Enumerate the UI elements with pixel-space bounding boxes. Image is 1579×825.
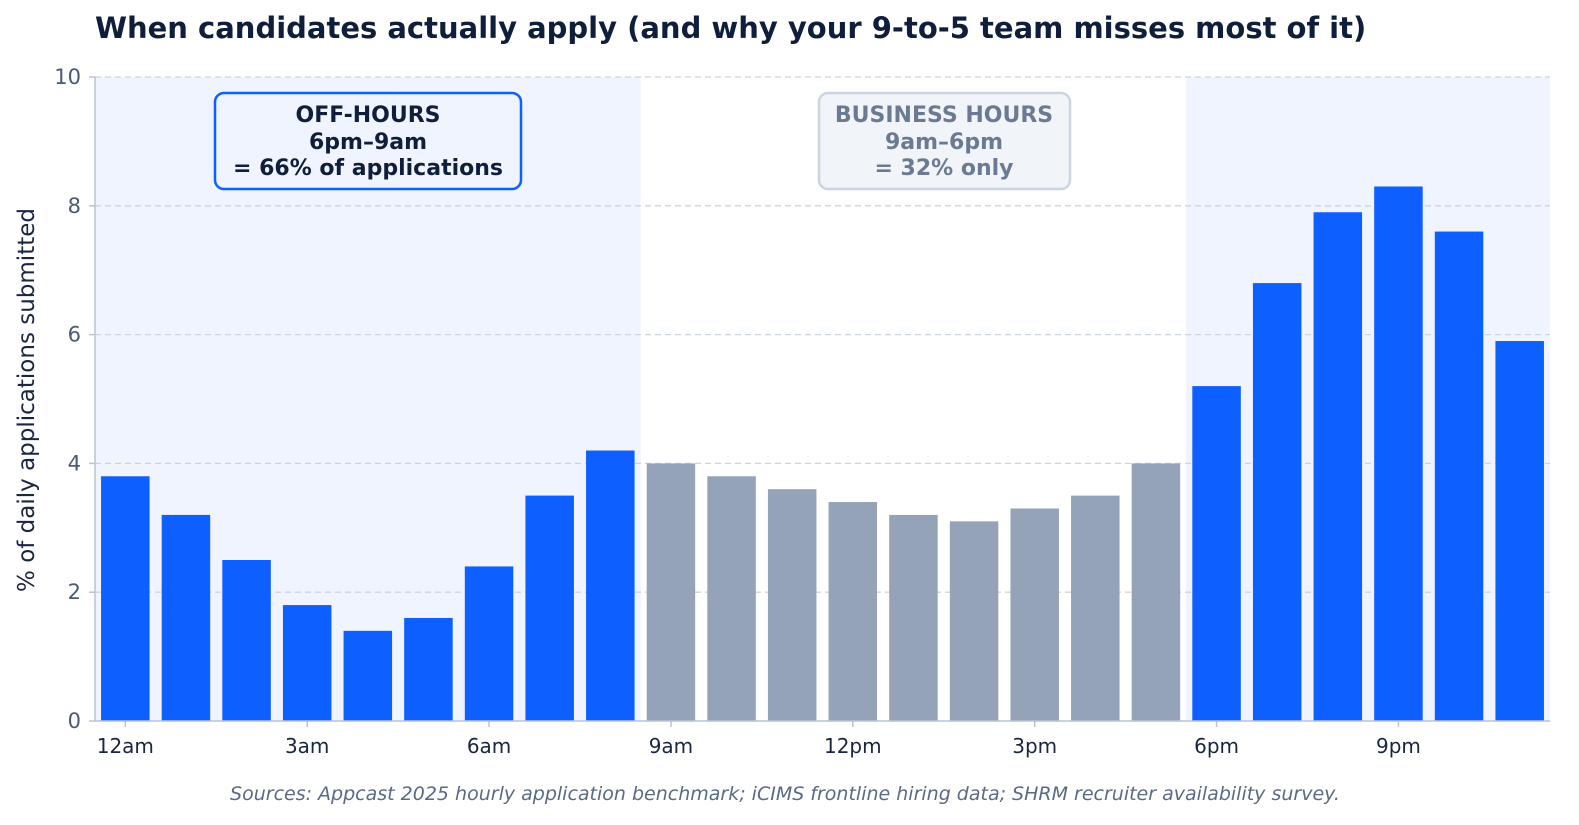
bar-off-hours [404, 617, 453, 721]
x-tick-label: 6pm [1194, 734, 1239, 758]
bar-off-hours [1495, 341, 1544, 721]
bar-off-hours [282, 605, 332, 721]
off-hours-box [213, 91, 523, 191]
business-hours-annotation: BUSINESS HOURS 9am–6pm = 32% only [817, 91, 1072, 191]
y-tick-label: 4 [68, 451, 81, 475]
x-tick-label: 9am [649, 734, 693, 758]
y-tick-labels: 0 2 4 6 8 10 [54, 65, 81, 733]
business-hours-box [817, 91, 1072, 191]
x-tick-label: 12am [97, 734, 154, 758]
business-hours-line-3: = 32% only [874, 156, 1013, 181]
bar-business-hours [767, 489, 817, 721]
bar-series [101, 186, 1544, 722]
x-tick-label: 6am [467, 734, 511, 758]
bar-business-hours [828, 502, 878, 721]
x-tick-labels: 12am 3am 6am 9am 12pm 3pm 6pm 9pm [97, 734, 1421, 758]
off-hours-shade-late [1186, 77, 1550, 721]
bar-business-hours [949, 521, 999, 721]
x-tick-label: 3am [285, 734, 329, 758]
chart-title: When candidates actually apply (and why … [95, 11, 1366, 45]
x-tick-label: 3pm [1012, 734, 1057, 758]
bar-off-hours [1374, 186, 1423, 722]
bar-off-hours [1434, 231, 1484, 721]
source-note: Sources: Appcast 2025 hourly application… [230, 783, 1340, 805]
bar-off-hours [161, 514, 211, 721]
bar-off-hours [222, 560, 271, 721]
off-hours-line-2: 6pm–9am [309, 130, 427, 155]
y-tick-label: 8 [68, 194, 81, 218]
bar-business-hours [1010, 508, 1059, 721]
bar-off-hours [525, 495, 574, 721]
bar-off-hours [343, 630, 393, 721]
bar-business-hours [1071, 495, 1120, 721]
off-hours-annotation: OFF-HOURS 6pm–9am = 66% of applications [213, 91, 523, 191]
x-tick-label: 12pm [824, 734, 882, 758]
bar-business-hours [646, 463, 696, 721]
y-tick-label: 10 [54, 65, 81, 89]
bar-off-hours [464, 566, 514, 721]
bar-off-hours [1192, 386, 1241, 721]
bar-business-hours [1131, 463, 1181, 721]
y-tick-label: 6 [68, 323, 81, 347]
off-hours-line-3: = 66% of applications [233, 156, 503, 181]
bar-off-hours [1252, 283, 1302, 721]
bar-off-hours [586, 450, 635, 721]
bar-business-hours [889, 514, 938, 721]
off-hours-line-1: OFF-HOURS [296, 103, 441, 128]
y-axis-label: % of daily applications submitted [14, 208, 40, 592]
axes [89, 76, 1550, 727]
y-tick-label: 0 [68, 709, 81, 733]
bar-off-hours [101, 476, 150, 721]
business-hours-line-2: 9am–6pm [885, 130, 1003, 155]
gridlines [95, 76, 1550, 593]
business-hours-line-1: BUSINESS HOURS [835, 103, 1053, 128]
y-tick-label: 2 [68, 580, 81, 604]
bar-off-hours [1313, 212, 1363, 722]
bar-business-hours [707, 476, 756, 721]
x-tick-label: 9pm [1376, 734, 1421, 758]
